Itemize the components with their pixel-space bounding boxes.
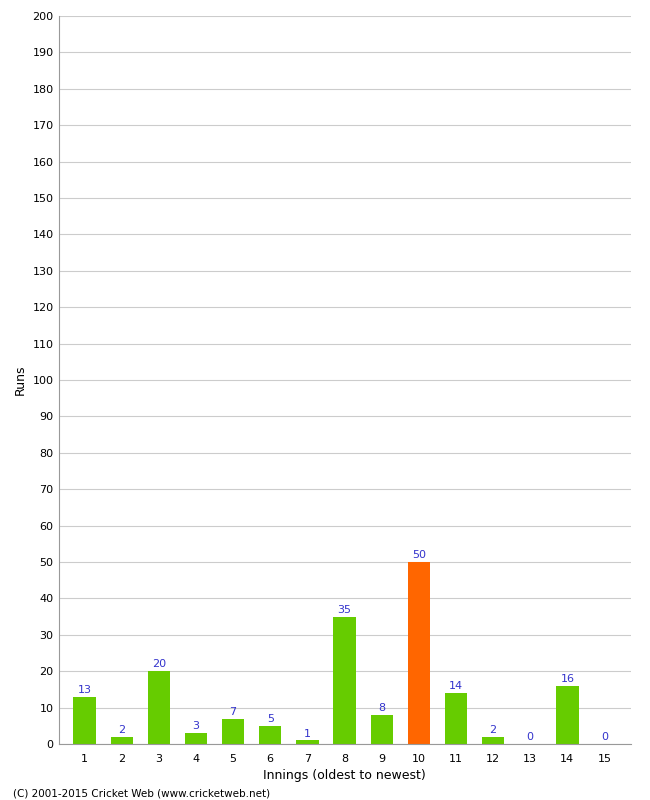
Text: 20: 20 [151,659,166,670]
Bar [556,686,578,744]
Text: 14: 14 [449,682,463,691]
X-axis label: Innings (oldest to newest): Innings (oldest to newest) [263,770,426,782]
Text: 2: 2 [489,725,497,735]
Text: 0: 0 [601,732,608,742]
Bar [370,715,393,744]
Bar [73,697,96,744]
Bar [185,733,207,744]
Bar [111,737,133,744]
Bar [222,718,244,744]
Text: (C) 2001-2015 Cricket Web (www.cricketweb.net): (C) 2001-2015 Cricket Web (www.cricketwe… [13,788,270,798]
Bar [408,562,430,744]
Text: 16: 16 [560,674,575,684]
Text: 1: 1 [304,729,311,738]
Bar [333,617,356,744]
Text: 2: 2 [118,725,125,735]
Text: 50: 50 [412,550,426,560]
Bar [482,737,504,744]
Text: 5: 5 [266,714,274,724]
Bar [445,693,467,744]
Text: 7: 7 [229,706,237,717]
Text: 35: 35 [337,605,352,614]
Text: 3: 3 [192,722,200,731]
Bar [296,740,318,744]
Text: 13: 13 [77,685,92,695]
Y-axis label: Runs: Runs [14,365,27,395]
Bar [259,726,281,744]
Text: 0: 0 [526,732,534,742]
Bar [148,671,170,744]
Text: 8: 8 [378,703,385,713]
